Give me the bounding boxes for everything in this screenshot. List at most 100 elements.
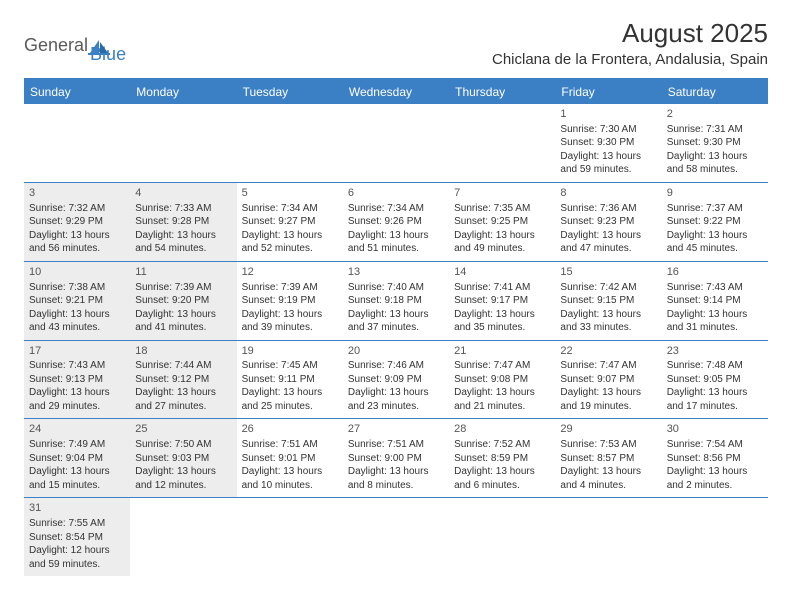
day-detail: Daylight: 13 hours (667, 308, 763, 322)
day-detail: Daylight: 13 hours (242, 308, 338, 322)
day-number: 31 (29, 501, 125, 516)
day-detail: Sunrise: 7:55 AM (29, 517, 125, 531)
day-cell (449, 104, 555, 182)
day-cell: 23Sunrise: 7:48 AMSunset: 9:05 PMDayligh… (662, 341, 768, 419)
logo-text-general: General (24, 35, 88, 56)
day-cell: 16Sunrise: 7:43 AMSunset: 9:14 PMDayligh… (662, 262, 768, 340)
day-detail: Daylight: 13 hours (667, 150, 763, 164)
day-detail: Sunset: 9:23 PM (560, 215, 656, 229)
day-cell (555, 498, 661, 576)
day-detail: and 6 minutes. (454, 479, 550, 493)
day-detail: Sunrise: 7:31 AM (667, 123, 763, 137)
day-cell: 20Sunrise: 7:46 AMSunset: 9:09 PMDayligh… (343, 341, 449, 419)
day-cell: 30Sunrise: 7:54 AMSunset: 8:56 PMDayligh… (662, 419, 768, 497)
day-number: 29 (560, 422, 656, 437)
day-detail: Sunrise: 7:30 AM (560, 123, 656, 137)
day-detail: Sunrise: 7:45 AM (242, 359, 338, 373)
day-number: 8 (560, 186, 656, 201)
day-cell: 12Sunrise: 7:39 AMSunset: 9:19 PMDayligh… (237, 262, 343, 340)
day-detail: Daylight: 13 hours (29, 465, 125, 479)
day-cell: 13Sunrise: 7:40 AMSunset: 9:18 PMDayligh… (343, 262, 449, 340)
day-detail: Sunset: 9:15 PM (560, 294, 656, 308)
day-detail: Sunrise: 7:48 AM (667, 359, 763, 373)
day-detail: and 43 minutes. (29, 321, 125, 335)
day-detail: Daylight: 13 hours (454, 308, 550, 322)
day-number: 24 (29, 422, 125, 437)
day-number: 25 (135, 422, 231, 437)
day-number: 11 (135, 265, 231, 280)
day-cell (24, 104, 130, 182)
day-cell: 15Sunrise: 7:42 AMSunset: 9:15 PMDayligh… (555, 262, 661, 340)
day-detail: Daylight: 13 hours (135, 229, 231, 243)
day-cell: 3Sunrise: 7:32 AMSunset: 9:29 PMDaylight… (24, 183, 130, 261)
day-detail: Sunset: 8:56 PM (667, 452, 763, 466)
day-detail: and 54 minutes. (135, 242, 231, 256)
day-number: 15 (560, 265, 656, 280)
day-detail: Sunrise: 7:52 AM (454, 438, 550, 452)
day-detail: Sunrise: 7:47 AM (454, 359, 550, 373)
weekday-label: Wednesday (343, 80, 449, 104)
title-block: August 2025 Chiclana de la Frontera, And… (492, 18, 768, 68)
day-detail: Sunrise: 7:53 AM (560, 438, 656, 452)
day-detail: and 45 minutes. (667, 242, 763, 256)
day-cell: 28Sunrise: 7:52 AMSunset: 8:59 PMDayligh… (449, 419, 555, 497)
day-detail: Sunset: 9:25 PM (454, 215, 550, 229)
day-number: 30 (667, 422, 763, 437)
day-detail: Daylight: 13 hours (242, 386, 338, 400)
day-detail: Daylight: 13 hours (667, 386, 763, 400)
day-number: 3 (29, 186, 125, 201)
day-detail: and 58 minutes. (667, 163, 763, 177)
day-detail: Daylight: 13 hours (454, 465, 550, 479)
day-detail: Sunset: 9:09 PM (348, 373, 444, 387)
day-cell: 31Sunrise: 7:55 AMSunset: 8:54 PMDayligh… (24, 498, 130, 576)
day-detail: Daylight: 13 hours (667, 229, 763, 243)
week-row: 31Sunrise: 7:55 AMSunset: 8:54 PMDayligh… (24, 498, 768, 576)
day-cell: 26Sunrise: 7:51 AMSunset: 9:01 PMDayligh… (237, 419, 343, 497)
day-detail: Daylight: 13 hours (135, 386, 231, 400)
day-detail: Sunset: 8:59 PM (454, 452, 550, 466)
weekday-label: Sunday (24, 80, 130, 104)
day-detail: and 59 minutes. (560, 163, 656, 177)
day-cell: 29Sunrise: 7:53 AMSunset: 8:57 PMDayligh… (555, 419, 661, 497)
day-detail: Sunset: 9:12 PM (135, 373, 231, 387)
day-detail: Daylight: 13 hours (454, 229, 550, 243)
weekday-label: Saturday (662, 80, 768, 104)
day-detail: Sunrise: 7:46 AM (348, 359, 444, 373)
day-number: 28 (454, 422, 550, 437)
day-detail: Sunset: 8:54 PM (29, 531, 125, 545)
day-detail: Sunrise: 7:49 AM (29, 438, 125, 452)
day-cell: 14Sunrise: 7:41 AMSunset: 9:17 PMDayligh… (449, 262, 555, 340)
day-number: 14 (454, 265, 550, 280)
day-detail: Sunset: 9:00 PM (348, 452, 444, 466)
day-detail: Sunrise: 7:36 AM (560, 202, 656, 216)
day-detail: Sunrise: 7:37 AM (667, 202, 763, 216)
day-number: 23 (667, 344, 763, 359)
day-number: 27 (348, 422, 444, 437)
month-title: August 2025 (492, 18, 768, 49)
day-detail: and 19 minutes. (560, 400, 656, 414)
day-cell: 6Sunrise: 7:34 AMSunset: 9:26 PMDaylight… (343, 183, 449, 261)
day-detail: Daylight: 13 hours (560, 150, 656, 164)
day-cell: 24Sunrise: 7:49 AMSunset: 9:04 PMDayligh… (24, 419, 130, 497)
day-cell (237, 104, 343, 182)
day-number: 22 (560, 344, 656, 359)
day-detail: Daylight: 13 hours (135, 465, 231, 479)
day-detail: Sunset: 9:13 PM (29, 373, 125, 387)
day-detail: Daylight: 12 hours (29, 544, 125, 558)
day-number: 9 (667, 186, 763, 201)
day-detail: and 51 minutes. (348, 242, 444, 256)
day-number: 2 (667, 107, 763, 122)
day-detail: and 23 minutes. (348, 400, 444, 414)
day-detail: Sunset: 9:21 PM (29, 294, 125, 308)
day-detail: Sunset: 9:19 PM (242, 294, 338, 308)
day-detail: Sunrise: 7:39 AM (135, 281, 231, 295)
day-detail: Sunrise: 7:43 AM (29, 359, 125, 373)
day-detail: Sunset: 9:07 PM (560, 373, 656, 387)
sail-icon (88, 38, 110, 56)
day-detail: Daylight: 13 hours (29, 386, 125, 400)
day-detail: Sunset: 9:14 PM (667, 294, 763, 308)
day-detail: and 25 minutes. (242, 400, 338, 414)
day-detail: Sunrise: 7:54 AM (667, 438, 763, 452)
day-detail: Sunrise: 7:34 AM (348, 202, 444, 216)
day-detail: and 21 minutes. (454, 400, 550, 414)
